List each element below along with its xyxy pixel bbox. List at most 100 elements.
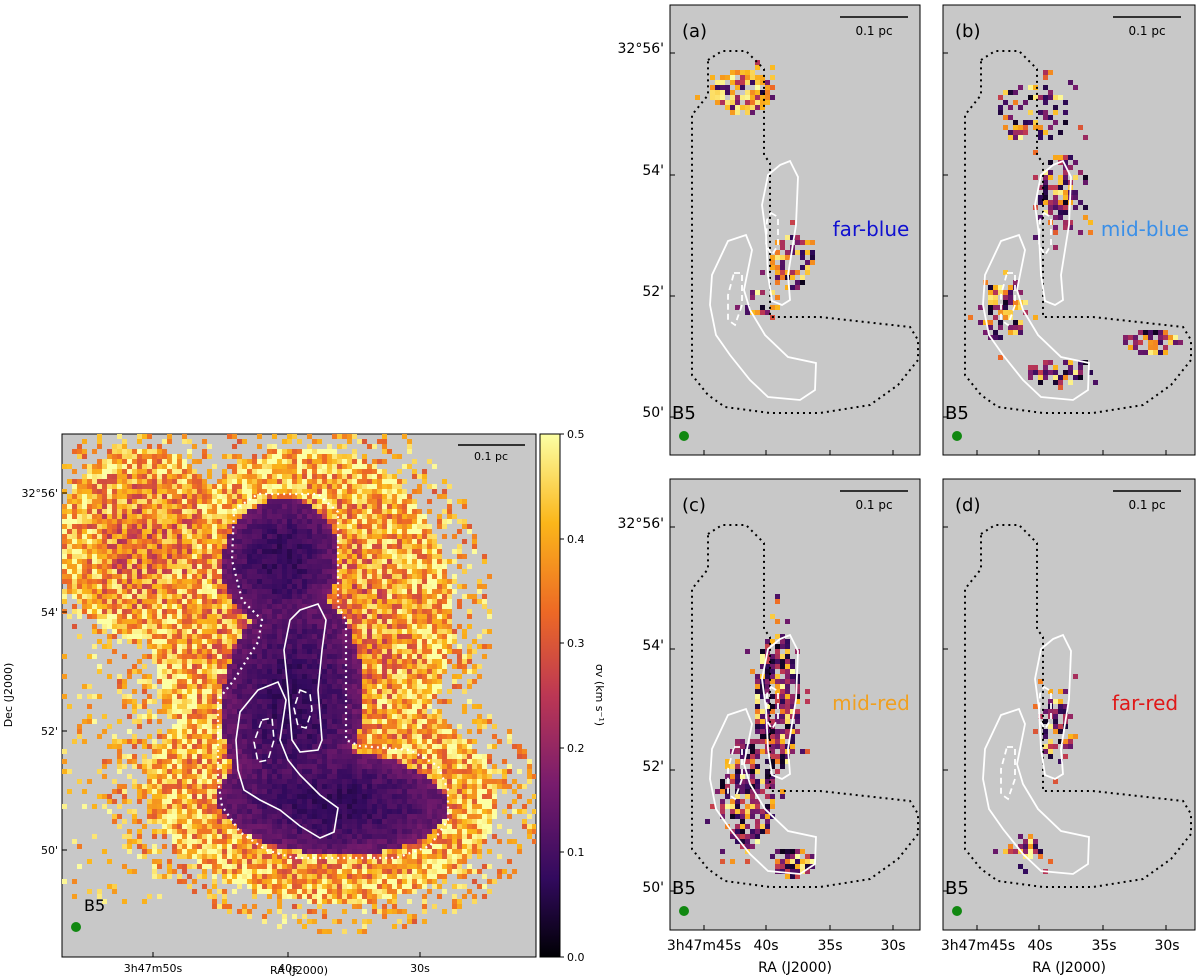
- map-pixel: [302, 574, 307, 579]
- map-pixel: [122, 499, 127, 504]
- map-pixel: [242, 544, 247, 549]
- map-pixel: [242, 464, 247, 469]
- map-pixel: [107, 514, 112, 519]
- map-pixel: [227, 574, 232, 579]
- map-pixel: [177, 549, 182, 554]
- map-pixel: [397, 499, 402, 504]
- map-pixel: [127, 614, 132, 619]
- map-pixel: [317, 609, 322, 614]
- map-pixel: [257, 779, 262, 784]
- map-pixel: [237, 524, 242, 529]
- map-pixel: [342, 619, 347, 624]
- map-pixel: [362, 469, 367, 474]
- map-pixel: [427, 659, 432, 664]
- map-pixel: [262, 729, 267, 734]
- map-pixel: [352, 589, 357, 594]
- map-pixel: [197, 794, 202, 799]
- map-pixel: [302, 724, 307, 729]
- map-pixel: [117, 769, 122, 774]
- map-pixel: [322, 449, 327, 454]
- map-pixel: [92, 529, 97, 534]
- map-pixel: [227, 689, 232, 694]
- map-pixel: [202, 624, 207, 629]
- map-pixel: [452, 779, 457, 784]
- map-pixel: [272, 664, 277, 669]
- map-pixel: [217, 549, 222, 554]
- map-pixel: [182, 744, 187, 749]
- map-pixel: [442, 599, 447, 604]
- map-pixel: [142, 629, 147, 634]
- map-pixel: [267, 584, 272, 589]
- map-pixel: [117, 719, 122, 724]
- map-pixel: [342, 459, 347, 464]
- map-pixel: [272, 759, 277, 764]
- map-pixel: [142, 614, 147, 619]
- map-pixel: [397, 544, 402, 549]
- map-pixel: [442, 784, 447, 789]
- map-pixel: [247, 529, 252, 534]
- map-pixel: [427, 509, 432, 514]
- map-pixel: [462, 524, 467, 529]
- map-pixel: [297, 704, 302, 709]
- map-pixel: [152, 774, 157, 779]
- map-pixel: [262, 784, 267, 789]
- map-pixel: [112, 629, 117, 634]
- map-pixel: [172, 659, 177, 664]
- map-pixel: [237, 644, 242, 649]
- map-pixel: [102, 539, 107, 544]
- map-pixel: [447, 584, 452, 589]
- map-pixel: [77, 494, 82, 499]
- map-pixel: [322, 734, 327, 739]
- map-pixel: [112, 599, 117, 604]
- map-pixel: [282, 544, 287, 549]
- map-pixel: [187, 664, 192, 669]
- map-pixel: [392, 534, 397, 539]
- map-pixel: [432, 579, 437, 584]
- map-pixel: [512, 789, 517, 794]
- map-pixel: [352, 629, 357, 634]
- map-pixel: [272, 734, 277, 739]
- map-pixel: [337, 739, 342, 744]
- map-pixel: [182, 474, 187, 479]
- map-pixel: [72, 589, 77, 594]
- map-pixel: [72, 534, 77, 539]
- map-pixel: [212, 769, 217, 774]
- map-pixel: [377, 459, 382, 464]
- map-pixel: [262, 724, 267, 729]
- map-pixel: [427, 459, 432, 464]
- map-pixel: [147, 474, 152, 479]
- map-pixel: [137, 434, 142, 439]
- map-pixel: [187, 649, 192, 654]
- map-pixel: [337, 774, 342, 779]
- map-pixel: [262, 764, 267, 769]
- map-pixel: [92, 604, 97, 609]
- map-pixel: [202, 604, 207, 609]
- map-pixel: [342, 659, 347, 664]
- map-pixel: [452, 634, 457, 639]
- map-pixel: [367, 764, 372, 769]
- map-pixel: [357, 614, 362, 619]
- map-pixel: [467, 784, 472, 789]
- map-pixel: [192, 509, 197, 514]
- map-pixel: [307, 559, 312, 564]
- map-pixel: [307, 689, 312, 694]
- map-pixel: [322, 544, 327, 549]
- map-pixel: [352, 724, 357, 729]
- map-pixel: [282, 449, 287, 454]
- map-pixel: [257, 554, 262, 559]
- map-pixel: [447, 659, 452, 664]
- map-pixel: [347, 634, 352, 639]
- map-pixel: [122, 654, 127, 659]
- map-pixel: [272, 779, 277, 784]
- map-pixel: [242, 549, 247, 554]
- map-pixel: [162, 579, 167, 584]
- map-pixel: [312, 494, 317, 499]
- map-pixel: [387, 674, 392, 679]
- map-pixel: [402, 509, 407, 514]
- map-pixel: [87, 529, 92, 534]
- map-pixel: [262, 514, 267, 519]
- map-pixel: [382, 524, 387, 529]
- map-pixel: [292, 499, 297, 504]
- map-pixel: [187, 754, 192, 759]
- map-pixel: [127, 774, 132, 779]
